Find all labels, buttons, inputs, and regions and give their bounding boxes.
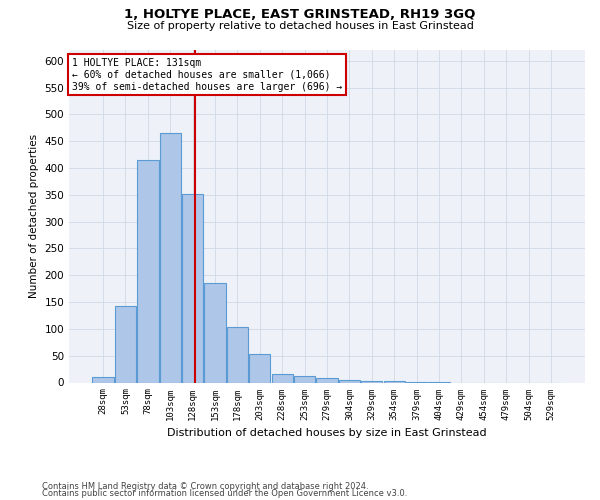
Bar: [115, 306, 136, 382]
Text: Contains HM Land Registry data © Crown copyright and database right 2024.: Contains HM Land Registry data © Crown c…: [42, 482, 368, 491]
Text: Size of property relative to detached houses in East Grinstead: Size of property relative to detached ho…: [127, 21, 473, 31]
Bar: [361, 381, 382, 382]
Bar: [272, 374, 293, 382]
Bar: [182, 194, 203, 382]
Bar: [137, 160, 158, 382]
Bar: [160, 133, 181, 382]
Bar: [339, 380, 360, 382]
Text: 1 HOLTYE PLACE: 131sqm
← 60% of detached houses are smaller (1,066)
39% of semi-: 1 HOLTYE PLACE: 131sqm ← 60% of detached…: [71, 58, 342, 92]
Bar: [92, 377, 114, 382]
Bar: [205, 284, 226, 382]
Bar: [294, 376, 315, 382]
Bar: [316, 378, 338, 382]
Y-axis label: Number of detached properties: Number of detached properties: [29, 134, 39, 298]
Bar: [249, 354, 271, 382]
Text: 1, HOLTYE PLACE, EAST GRINSTEAD, RH19 3GQ: 1, HOLTYE PLACE, EAST GRINSTEAD, RH19 3G…: [124, 8, 476, 20]
Text: Contains public sector information licensed under the Open Government Licence v3: Contains public sector information licen…: [42, 490, 407, 498]
Bar: [227, 328, 248, 382]
X-axis label: Distribution of detached houses by size in East Grinstead: Distribution of detached houses by size …: [167, 428, 487, 438]
